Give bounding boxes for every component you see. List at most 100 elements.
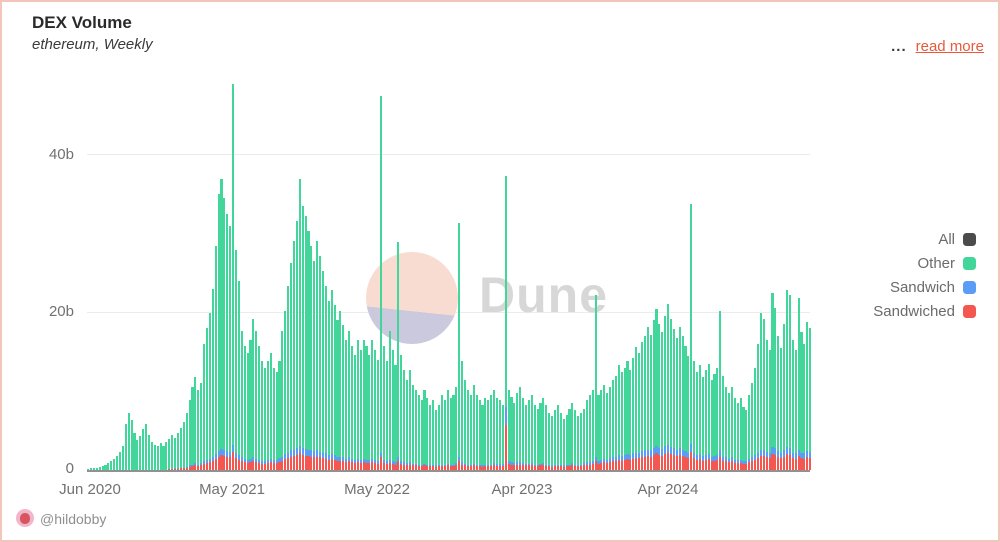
bar[interactable]: [530, 395, 533, 470]
bar[interactable]: [539, 403, 542, 470]
bar[interactable]: [263, 368, 267, 470]
bar[interactable]: [411, 384, 414, 470]
bar[interactable]: [217, 194, 220, 470]
bar[interactable]: [504, 176, 507, 470]
bar[interactable]: [742, 407, 745, 470]
bar[interactable]: [310, 245, 313, 470]
bar[interactable]: [113, 458, 116, 470]
bar[interactable]: [527, 399, 530, 470]
bar[interactable]: [397, 242, 400, 470]
bar[interactable]: [446, 390, 449, 470]
bar[interactable]: [617, 365, 620, 470]
bar[interactable]: [614, 375, 617, 470]
bar[interactable]: [147, 435, 151, 470]
bar[interactable]: [585, 399, 588, 470]
bar[interactable]: [313, 260, 316, 470]
read-more-link[interactable]: read more: [915, 38, 984, 55]
bar[interactable]: [208, 312, 211, 470]
bar[interactable]: [429, 405, 432, 470]
bar[interactable]: [809, 328, 812, 470]
bar[interactable]: [768, 350, 771, 470]
bar[interactable]: [495, 398, 499, 470]
bar[interactable]: [232, 84, 235, 470]
bar[interactable]: [754, 367, 757, 470]
bar[interactable]: [385, 360, 388, 470]
bar[interactable]: [319, 255, 322, 470]
bar[interactable]: [800, 332, 803, 470]
bar[interactable]: [693, 360, 696, 470]
bar[interactable]: [704, 370, 707, 470]
bar[interactable]: [153, 444, 156, 470]
bar[interactable]: [588, 395, 591, 470]
bar[interactable]: [626, 360, 629, 470]
bar[interactable]: [669, 318, 673, 470]
bar[interactable]: [730, 387, 733, 470]
bar[interactable]: [797, 297, 800, 470]
bar[interactable]: [269, 352, 272, 470]
bar[interactable]: [736, 403, 739, 470]
bar[interactable]: [780, 347, 783, 470]
bar[interactable]: [655, 308, 658, 470]
bar[interactable]: [104, 464, 107, 470]
bar[interactable]: [678, 326, 681, 470]
bar[interactable]: [565, 414, 568, 470]
bar[interactable]: [165, 441, 168, 470]
bar[interactable]: [252, 318, 255, 470]
bar[interactable]: [551, 416, 554, 470]
bar[interactable]: [121, 446, 124, 470]
bar[interactable]: [713, 373, 716, 470]
bar[interactable]: [229, 225, 232, 470]
bar[interactable]: [643, 336, 646, 470]
bar[interactable]: [316, 240, 319, 470]
bar[interactable]: [417, 395, 420, 470]
bar[interactable]: [304, 215, 307, 470]
bar[interactable]: [290, 262, 293, 470]
legend-item-sandwiched[interactable]: Sandwiched: [873, 303, 976, 320]
bar[interactable]: [226, 214, 229, 470]
bar[interactable]: [574, 410, 577, 470]
bar[interactable]: [493, 390, 496, 470]
legend-item-other[interactable]: Other: [917, 255, 976, 272]
bar[interactable]: [455, 387, 458, 470]
bar[interactable]: [423, 390, 426, 470]
bar[interactable]: [98, 466, 101, 470]
bar[interactable]: [176, 433, 180, 470]
bar[interactable]: [707, 363, 710, 470]
bar[interactable]: [345, 340, 348, 470]
bar[interactable]: [168, 438, 171, 470]
bar[interactable]: [716, 367, 719, 470]
bar[interactable]: [394, 365, 397, 470]
bar[interactable]: [739, 397, 742, 470]
bar[interactable]: [107, 462, 110, 470]
bar[interactable]: [652, 320, 655, 470]
bar[interactable]: [333, 305, 336, 470]
bar[interactable]: [281, 330, 284, 470]
bar[interactable]: [672, 329, 675, 470]
bar[interactable]: [661, 332, 664, 470]
bar[interactable]: [510, 396, 513, 470]
bar[interactable]: [246, 352, 249, 470]
bar[interactable]: [580, 413, 583, 470]
bar[interactable]: [675, 337, 678, 470]
bar[interactable]: [771, 292, 774, 470]
bar[interactable]: [150, 441, 153, 470]
bar[interactable]: [330, 290, 333, 470]
bar[interactable]: [243, 345, 246, 470]
bar[interactable]: [223, 198, 226, 470]
author-avatar[interactable]: [16, 509, 34, 527]
bar[interactable]: [234, 249, 238, 470]
bar[interactable]: [690, 203, 693, 470]
bar[interactable]: [435, 410, 438, 470]
bar[interactable]: [478, 399, 481, 470]
bar[interactable]: [205, 328, 209, 470]
bar[interactable]: [498, 399, 501, 470]
bar[interactable]: [568, 408, 571, 470]
bar[interactable]: [356, 340, 359, 470]
bar[interactable]: [490, 395, 493, 470]
bar[interactable]: [632, 358, 635, 470]
bar[interactable]: [95, 467, 98, 470]
bar[interactable]: [188, 399, 191, 470]
bar[interactable]: [600, 390, 603, 470]
bar[interactable]: [640, 341, 644, 470]
bar[interactable]: [472, 384, 475, 470]
